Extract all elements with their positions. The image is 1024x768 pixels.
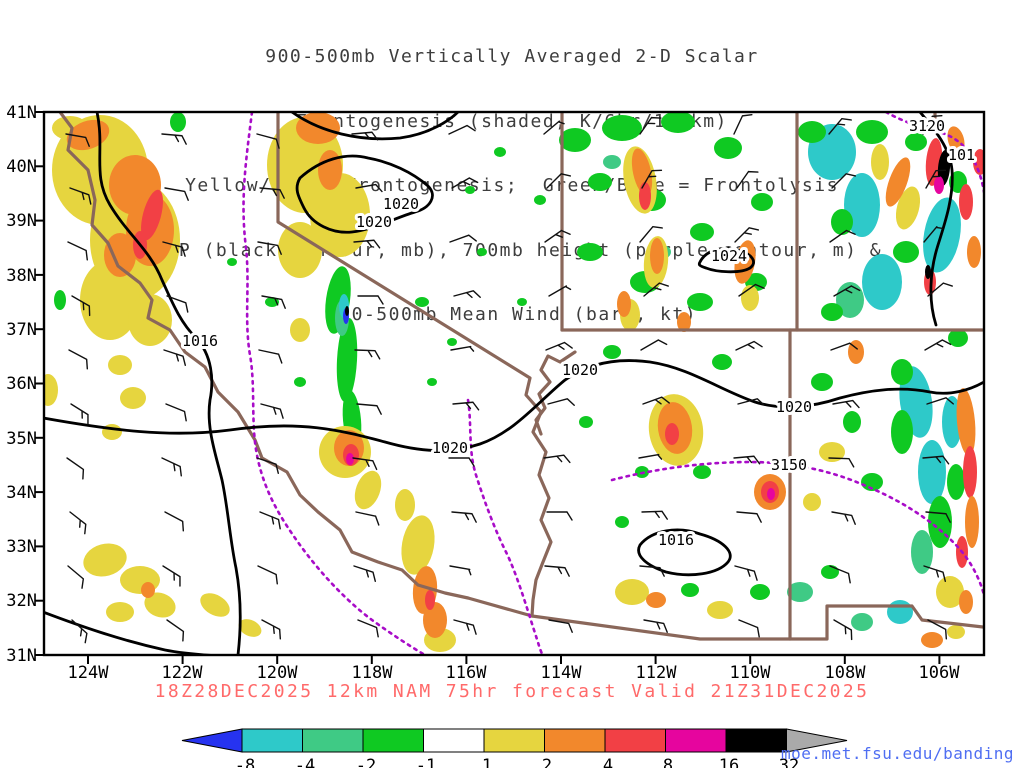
mslp-contour-label: 1020 — [356, 213, 392, 231]
lon-tick-label: 118W — [352, 663, 394, 683]
lon-tick-label: 114W — [541, 663, 583, 683]
colorbar-segment — [483, 728, 545, 753]
colorbar-tick-label: 8 — [663, 756, 673, 768]
lat-tick-label: 39N — [6, 211, 37, 231]
mslp-contour-label: 1024 — [711, 247, 747, 265]
lat-tick-label: 33N — [6, 537, 37, 557]
mslp-contour-label: 1016 — [182, 332, 218, 350]
height-contour-label: 3150 — [771, 456, 807, 474]
lat-tick-label: 37N — [6, 320, 37, 340]
colorbar-segment — [362, 728, 424, 753]
mslp-contour-label: 1020 — [432, 439, 468, 457]
lon-tick-label: 112W — [636, 663, 678, 683]
lat-tick-label: 34N — [6, 483, 37, 503]
height-contour-label: 3120 — [909, 117, 945, 135]
mslp-contour-label: 1016 — [658, 531, 694, 549]
colorbar-segment — [665, 728, 727, 753]
lon-tick-label: 106W — [919, 663, 961, 683]
lat-tick-label: 40N — [6, 157, 37, 177]
frontogenesis-shading-layer — [45, 113, 983, 652]
lon-tick-label: 110W — [730, 663, 772, 683]
latitude-axis: 41N 40N 39N 38N 37N 36N 35N 34N 33N 32N … — [6, 103, 37, 666]
colorbar-tick-label: 32 — [779, 756, 799, 768]
colorbar-tick-label: -1 — [416, 756, 436, 768]
title-line: 900-500mb Mean Wind (barb, kt) — [326, 304, 698, 325]
lat-tick-label: 35N — [6, 429, 37, 449]
mslp-contours-layer — [45, 113, 983, 654]
lat-tick-label: 31N — [6, 646, 37, 666]
lat-tick-label: 38N — [6, 266, 37, 286]
state-borders-layer — [58, 113, 983, 641]
colorbar-above-arrow — [786, 728, 848, 753]
colorbar-tick-label: 2 — [542, 756, 552, 768]
height-700mb-contours-layer — [242, 113, 983, 654]
lon-tick-label: 108W — [825, 663, 867, 683]
longitude-axis: 124W 122W 120W 118W 116W 114W 112W 110W … — [68, 663, 961, 683]
forecast-valid-line: 18Z28DEC2025 12km NAM 75hr forecast Vali… — [154, 681, 870, 702]
colorbar-tick-label: 4 — [603, 756, 613, 768]
mslp-contour-label: 1020 — [562, 361, 598, 379]
colorbar-tick-label: -2 — [356, 756, 376, 768]
colorbar-tick-label: 1 — [482, 756, 492, 768]
colorbar-segment — [604, 728, 666, 753]
colorbar-tick-label: -4 — [295, 756, 315, 768]
colorbar-segment — [544, 728, 606, 753]
contour-labels-layer: 1020 1020 1024 1016 1020 1020 1020 1016 … — [179, 114, 978, 552]
colorbar-below-arrow — [181, 728, 243, 753]
lon-tick-label: 122W — [162, 663, 204, 683]
colorbar-segment — [423, 728, 485, 753]
colorbar-tick-label: -8 — [235, 756, 255, 768]
colorbar-segment — [302, 728, 364, 753]
lon-tick-label: 120W — [257, 663, 299, 683]
mslp-contour-label: 1020 — [383, 195, 419, 213]
lat-tick-label: 41N — [6, 103, 37, 123]
lon-tick-label: 124W — [68, 663, 110, 683]
lon-tick-label: 116W — [446, 663, 488, 683]
lat-tick-label: 36N — [6, 374, 37, 394]
colorbar-segment — [241, 728, 303, 753]
lat-tick-label: 32N — [6, 591, 37, 611]
title-line: 900-500mb Vertically Averaged 2-D Scalar — [265, 46, 759, 67]
colorbar-segment — [725, 728, 787, 753]
mslp-contour-label: 1020 — [776, 398, 812, 416]
colorbar: -8 -4 -2 -1 1 2 4 8 16 32 — [181, 728, 848, 768]
source-website-link[interactable]: moe.met.fsu.edu/banding — [780, 744, 1014, 763]
mslp-contour-label: 101 — [948, 146, 975, 164]
map-frame — [35, 110, 986, 664]
colorbar-tick-label: 16 — [719, 756, 739, 768]
